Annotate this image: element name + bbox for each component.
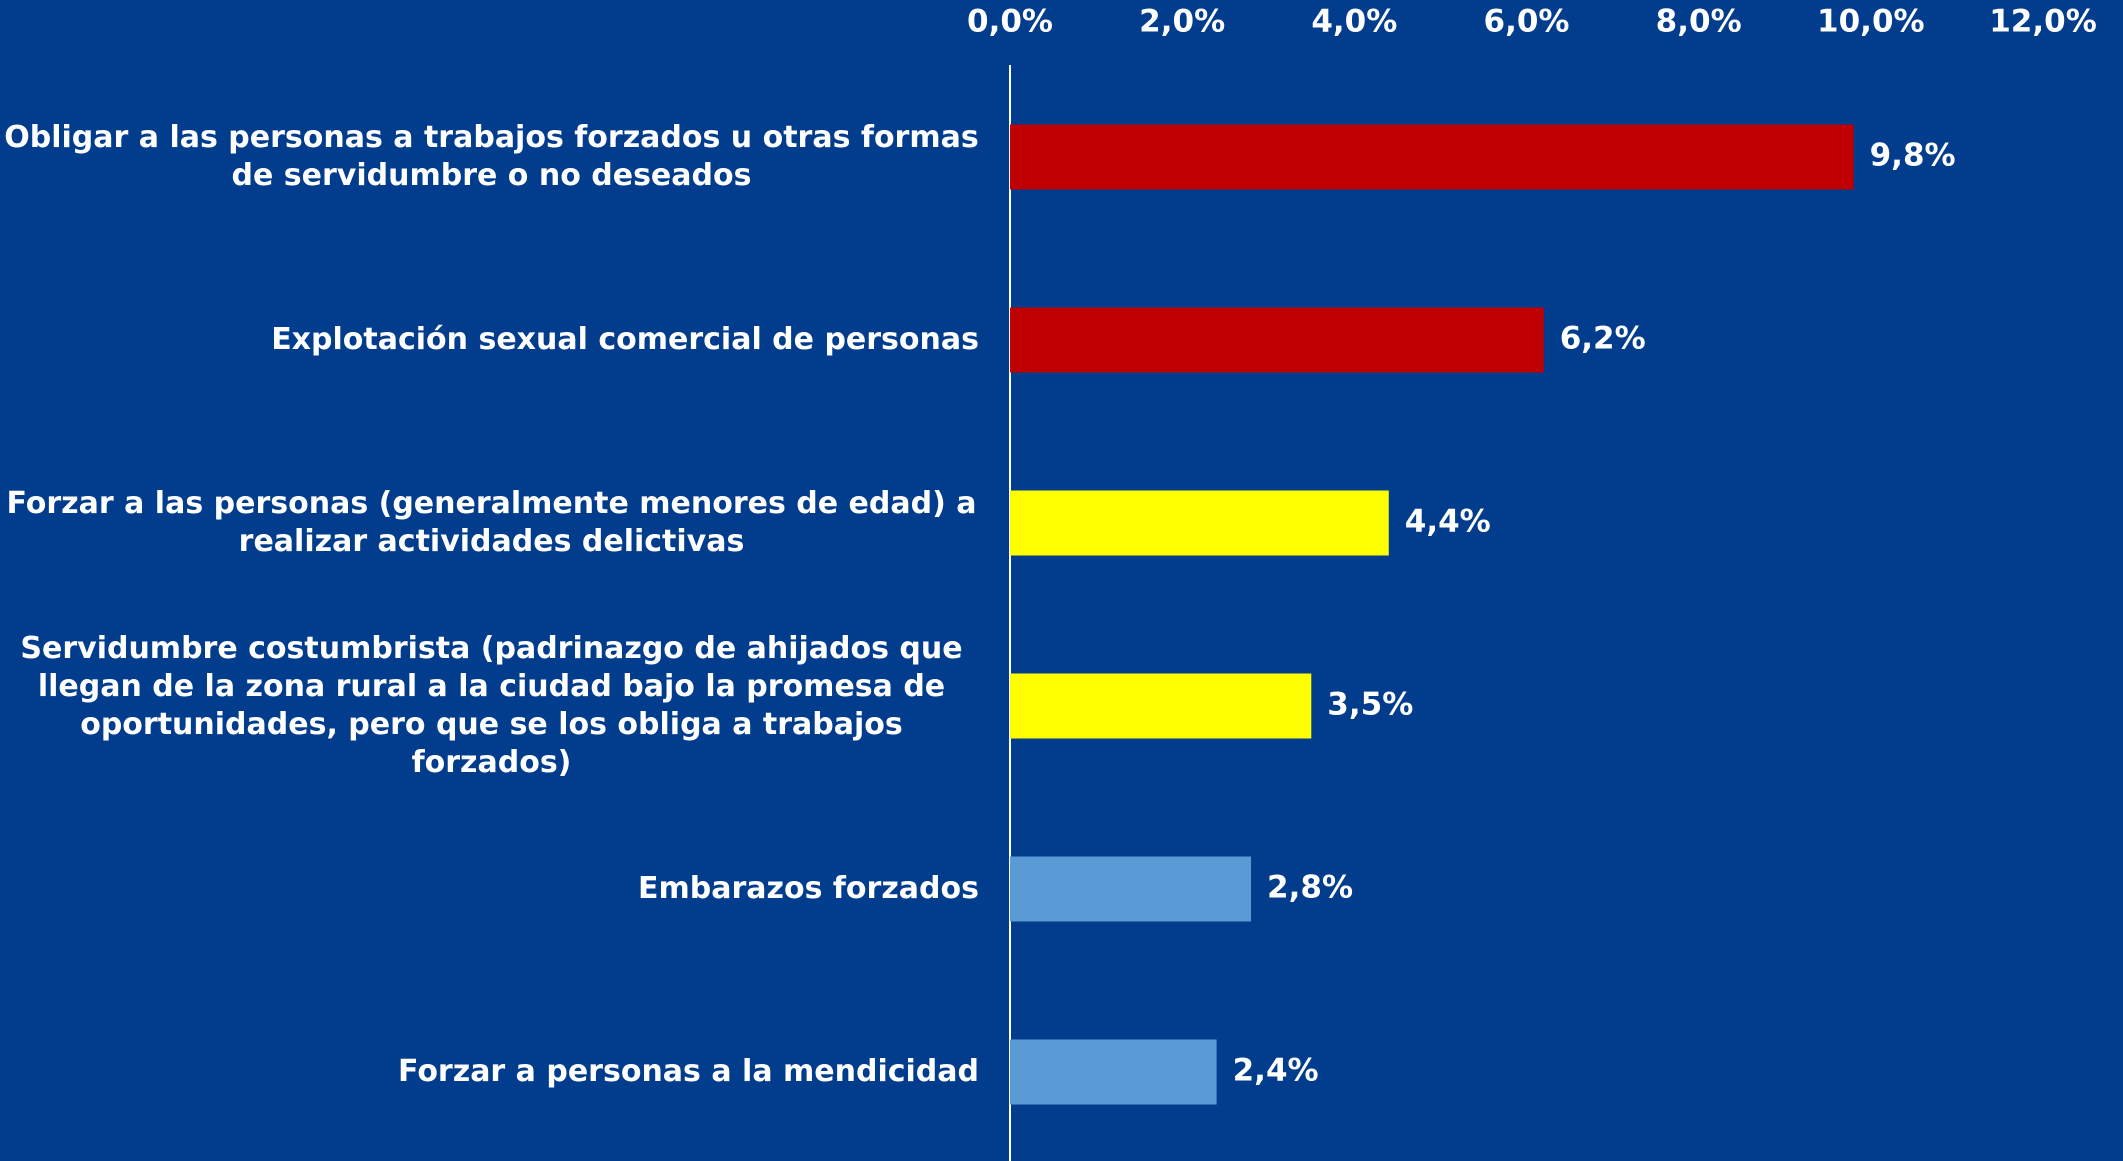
value-label: 9,8% — [1870, 138, 1956, 174]
category-label-box: Forzar a las personas (generalmente meno… — [0, 485, 979, 561]
value-label: 4,4% — [1405, 504, 1491, 540]
category-label: Forzar a las personas (generalmente meno… — [6, 486, 977, 559]
category-label: Forzar a personas a la mendicidad — [398, 1054, 979, 1089]
category-label-box: Forzar a personas a la mendicidad — [0, 1053, 979, 1091]
x-tick-label: 6,0% — [1484, 4, 1570, 40]
category-label: Obligar a las personas a trabajos forzad… — [4, 120, 979, 193]
x-tick-label: 4,0% — [1311, 4, 1397, 40]
x-tick-label: 10,0% — [1817, 4, 1925, 40]
bar — [1010, 124, 1854, 190]
bar — [1010, 307, 1544, 373]
x-tick-label: 12,0% — [1989, 4, 2097, 40]
category-label: Embarazos forzados — [638, 871, 979, 906]
category-label: Explotación sexual comercial de personas — [271, 322, 979, 357]
value-label: 2,8% — [1267, 870, 1353, 906]
x-tick-label: 8,0% — [1656, 4, 1742, 40]
bar — [1010, 1039, 1217, 1105]
bar — [1010, 673, 1312, 739]
x-tick-label: 0,0% — [967, 4, 1053, 40]
bar — [1010, 490, 1389, 556]
x-tick-label: 2,0% — [1139, 4, 1225, 40]
category-label-box: Embarazos forzados — [0, 870, 979, 908]
value-label: 3,5% — [1327, 687, 1413, 723]
value-label: 6,2% — [1560, 321, 1646, 357]
bar — [1010, 856, 1252, 922]
category-label-box: Obligar a las personas a trabajos forzad… — [0, 119, 979, 195]
category-label-box: Explotación sexual comercial de personas — [0, 321, 979, 359]
value-label: 2,4% — [1233, 1053, 1319, 1089]
category-label: Servidumbre costumbrista (padrinazgo de … — [20, 631, 963, 780]
category-label-box: Servidumbre costumbrista (padrinazgo de … — [0, 630, 979, 782]
